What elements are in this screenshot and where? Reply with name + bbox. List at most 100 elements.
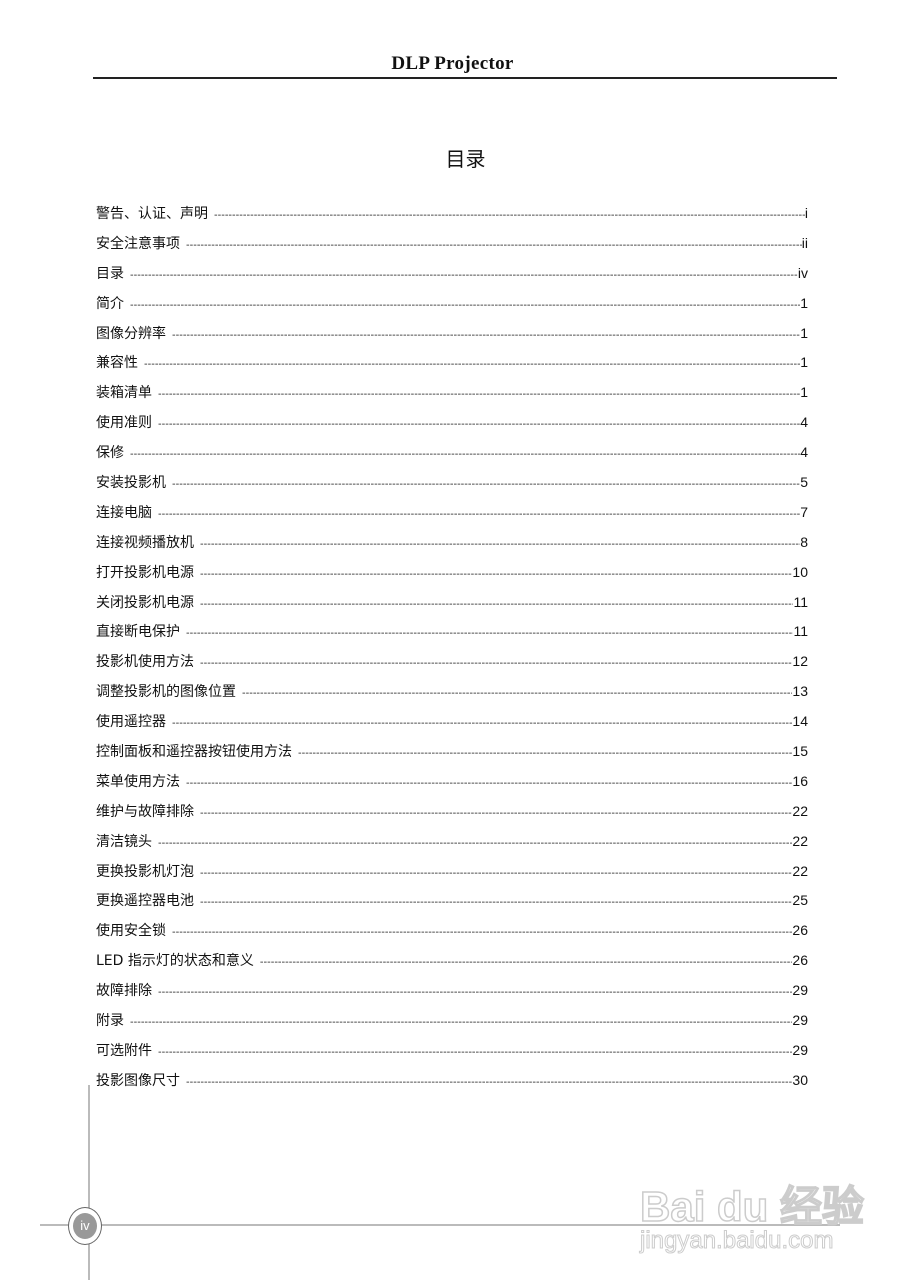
- toc-entry[interactable]: 图像分辨率 1: [96, 323, 808, 353]
- toc-entry-label: 警告、认证、声明: [96, 206, 208, 222]
- toc-entry[interactable]: 菜单使用方法 16: [96, 771, 808, 801]
- toc-entry[interactable]: 警告、认证、声明 i: [96, 203, 808, 233]
- toc-entry[interactable]: 清洁镜头 22: [96, 831, 808, 861]
- toc-entry[interactable]: 打开投影机电源 10: [96, 562, 808, 592]
- toc-entry-page: iv: [797, 264, 808, 281]
- toc-leader-dots: [214, 206, 805, 226]
- margin-vertical-line: [88, 1085, 90, 1280]
- toc-entry-page: 26: [792, 922, 808, 939]
- toc-entry-page: 1: [800, 354, 808, 371]
- toc-entry-label: 更换投影机灯泡: [96, 863, 194, 880]
- toc-entry[interactable]: 控制面板和遥控器按钮使用方法 15: [96, 741, 808, 771]
- toc-entry[interactable]: 保修 4: [96, 442, 808, 472]
- toc-entry-label: 使用安全锁: [96, 923, 166, 940]
- toc-entry[interactable]: 使用安全锁 26: [96, 920, 808, 950]
- toc-entry-label: 装箱清单: [96, 385, 152, 402]
- toc-entry-label: 投影图像尺寸: [96, 1072, 180, 1089]
- toc-entry-label: 直接断电保护: [96, 624, 180, 641]
- toc-entry-page: i: [804, 205, 808, 221]
- toc-leader-dots: [158, 834, 792, 854]
- toc-entry[interactable]: 连接视频播放机 8: [96, 532, 808, 562]
- toc-entry[interactable]: 使用准则 4: [96, 412, 808, 442]
- toc-entry[interactable]: LED 指示灯的状态和意义 26: [96, 950, 808, 980]
- toc-leader-dots: [158, 1043, 792, 1063]
- toc-entry-page: 13: [792, 683, 808, 700]
- toc-leader-dots: [158, 385, 800, 405]
- toc-entry-page: 22: [792, 862, 808, 879]
- toc-leader-dots: [130, 445, 800, 465]
- toc-entry[interactable]: 使用遥控器 14: [96, 711, 808, 741]
- toc-entry-page: ii: [801, 234, 808, 251]
- toc-entry-label: 关闭投影机电源: [96, 594, 194, 611]
- toc-entry-label: 更换遥控器电池: [96, 893, 194, 910]
- toc-entry-page: 14: [792, 713, 808, 730]
- toc-leader-dots: [158, 505, 800, 525]
- toc-entry[interactable]: 装箱清单 1: [96, 382, 808, 412]
- toc-leader-dots: [172, 475, 800, 495]
- toc-leader-dots: [186, 624, 793, 644]
- toc-entry-page: 1: [800, 384, 808, 401]
- toc-entry[interactable]: 投影机使用方法 12: [96, 651, 808, 681]
- toc-leader-dots: [172, 326, 800, 346]
- toc-entry-label: 维护与故障排除: [96, 803, 194, 820]
- running-header: DLP Projector: [391, 53, 514, 74]
- toc-entry-label: 控制面板和遥控器按钮使用方法: [96, 744, 292, 761]
- toc-entry[interactable]: 附录 29: [96, 1010, 808, 1040]
- toc-leader-dots: [186, 774, 792, 794]
- watermark-brand: Bai du 经验: [639, 1182, 865, 1231]
- table-of-contents: 警告、认证、声明 i 安全注意事项 ii 目录 iv 简介 1 图像分辨率 1 兼容性 1 装箱清单 1 使…: [96, 203, 808, 1100]
- toc-entry-label: 使用遥控器: [96, 714, 166, 731]
- toc-entry[interactable]: 目录 iv: [96, 263, 808, 293]
- toc-entry-label: 保修: [96, 445, 124, 462]
- toc-entry-label: 可选附件: [96, 1042, 152, 1059]
- toc-entry[interactable]: 投影图像尺寸 30: [96, 1070, 808, 1100]
- toc-entry-label: 图像分辨率: [96, 325, 166, 342]
- toc-entry-page: 30: [792, 1071, 808, 1088]
- toc-entry-label: LED 指示灯的状态和意义: [96, 953, 254, 970]
- toc-leader-dots: [200, 654, 792, 674]
- toc-entry-label: 安全注意事项: [96, 235, 180, 252]
- header-rule: [93, 77, 837, 79]
- toc-entry[interactable]: 维护与故障排除 22: [96, 801, 808, 831]
- toc-entry[interactable]: 故障排除 29: [96, 980, 808, 1010]
- footer-horizontal-line: [40, 1224, 840, 1226]
- toc-entry[interactable]: 直接断电保护 11: [96, 621, 808, 651]
- toc-entry-label: 安装投影机: [96, 475, 166, 492]
- toc-entry[interactable]: 连接电脑 7: [96, 502, 808, 532]
- toc-leader-dots: [130, 296, 800, 316]
- toc-entry-page: 26: [792, 952, 808, 969]
- toc-entry-page: 11: [793, 623, 808, 640]
- toc-entry-label: 菜单使用方法: [96, 773, 180, 790]
- toc-entry-label: 兼容性: [96, 355, 138, 372]
- toc-entry[interactable]: 更换遥控器电池 25: [96, 890, 808, 920]
- toc-entry-page: 25: [792, 892, 808, 909]
- toc-leader-dots: [200, 893, 792, 913]
- toc-entry[interactable]: 安全注意事项 ii: [96, 233, 808, 263]
- toc-entry-label: 连接电脑: [96, 504, 152, 521]
- toc-leader-dots: [298, 744, 792, 764]
- toc-leader-dots: [158, 983, 792, 1003]
- toc-entry-page: 29: [792, 982, 808, 999]
- toc-entry[interactable]: 关闭投影机电源 11: [96, 592, 808, 622]
- toc-leader-dots: [186, 1073, 792, 1093]
- toc-entry[interactable]: 可选附件 29: [96, 1040, 808, 1070]
- toc-leader-dots: [200, 804, 792, 824]
- toc-entry[interactable]: 更换投影机灯泡 22: [96, 861, 808, 891]
- toc-leader-dots: [200, 565, 792, 585]
- toc-entry-label: 使用准则: [96, 415, 152, 432]
- toc-leader-dots: [158, 415, 800, 435]
- toc-leader-dots: [200, 595, 793, 615]
- toc-entry-page: 5: [800, 474, 808, 491]
- toc-entry-page: 4: [800, 444, 808, 461]
- toc-entry-page: 1: [800, 294, 808, 311]
- toc-entry[interactable]: 简介 1: [96, 293, 808, 323]
- toc-entry[interactable]: 安装投影机 5: [96, 472, 808, 502]
- toc-entry[interactable]: 调整投影机的图像位置 13: [96, 681, 808, 711]
- toc-entry[interactable]: 兼容性 1: [96, 352, 808, 382]
- baidu-watermark-logo: Bai du 经验 jingyan.baidu.com: [639, 1145, 870, 1275]
- toc-leader-dots: [172, 714, 792, 734]
- toc-entry-label: 打开投影机电源: [96, 564, 194, 581]
- toc-entry-page: 22: [792, 832, 808, 849]
- toc-entry-label: 目录: [96, 265, 124, 282]
- toc-entry-page: 29: [792, 1012, 808, 1029]
